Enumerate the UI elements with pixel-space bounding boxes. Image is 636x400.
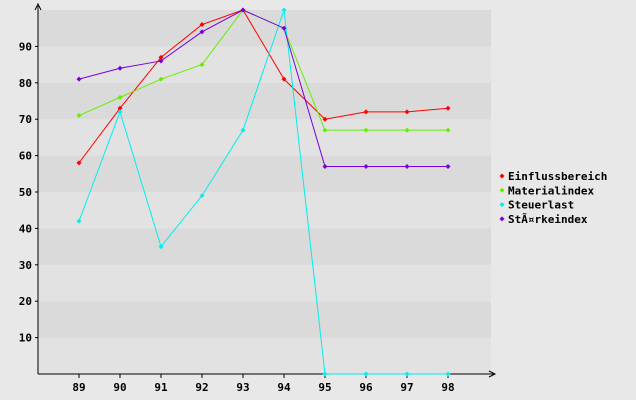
data-point <box>158 54 164 60</box>
x-tick-label: 90 <box>113 381 126 394</box>
series-line <box>78 9 449 164</box>
data-point <box>117 109 123 115</box>
y-axis-arrow <box>34 2 42 11</box>
data-point <box>363 127 369 133</box>
data-point <box>445 127 451 133</box>
data-point <box>322 127 328 133</box>
grid-band <box>38 82 491 120</box>
series-lines <box>76 7 451 377</box>
data-point <box>445 164 451 170</box>
data-point <box>404 164 410 170</box>
series-2 <box>76 7 451 377</box>
data-point <box>199 29 205 35</box>
x-tick-label: 96 <box>359 381 373 394</box>
series-line <box>78 9 448 168</box>
x-tick-label: 92 <box>195 381 208 394</box>
data-point <box>322 371 328 377</box>
grid-band <box>38 119 491 156</box>
legend-label: Materialindex <box>508 184 594 197</box>
legend-marker <box>499 187 505 193</box>
data-point <box>240 7 246 13</box>
legend-label: Einflussbereich <box>508 170 607 183</box>
data-point <box>322 116 328 122</box>
plot-background <box>38 10 491 374</box>
x-tick-label: 89 <box>72 381 85 394</box>
x-tick-label: 95 <box>318 381 331 394</box>
legend-item: Materialindex <box>499 184 594 197</box>
grid-band <box>38 46 491 83</box>
y-tick-label: 60 <box>19 150 32 163</box>
data-point <box>281 7 287 13</box>
series-0 <box>76 7 451 166</box>
legend-marker <box>499 173 505 179</box>
grid-band <box>38 228 491 265</box>
data-point <box>404 127 410 133</box>
data-point <box>199 22 205 28</box>
data-point <box>445 105 451 111</box>
y-tick-label: 10 <box>19 332 32 345</box>
data-point <box>404 371 410 377</box>
data-point <box>445 371 451 377</box>
data-point <box>322 164 328 170</box>
legend-marker <box>499 216 505 222</box>
y-tick-label: 80 <box>19 77 32 90</box>
legend-item: Steuerlast <box>499 199 574 212</box>
grid-band <box>38 337 491 374</box>
legend-label: Steuerlast <box>508 199 574 212</box>
x-tick-label: 94 <box>277 381 291 394</box>
data-point <box>76 218 82 224</box>
data-point <box>199 193 205 199</box>
series-line <box>78 9 448 375</box>
series-3 <box>76 7 451 170</box>
data-point <box>363 164 369 170</box>
grid-band <box>38 301 491 338</box>
data-point <box>240 127 246 133</box>
y-tick-label: 40 <box>19 222 32 235</box>
grid-band <box>38 264 491 302</box>
legend-item: Einflussbereich <box>499 170 607 183</box>
data-point <box>76 76 82 82</box>
x-tick-label: 98 <box>441 381 454 394</box>
legend-item: StÃ¤rkeindex <box>499 213 588 226</box>
y-axis-ticks: 10 20 30 40 50 60 70 80 90 <box>19 40 38 345</box>
data-point <box>158 244 164 250</box>
data-point <box>363 109 369 115</box>
x-tick-label: 93 <box>236 381 249 394</box>
data-point <box>404 109 410 115</box>
y-tick-label: 70 <box>19 113 32 126</box>
x-tick-label: 91 <box>154 381 168 394</box>
x-axis-arrow <box>488 370 497 378</box>
grid-band <box>38 155 491 192</box>
legend-marker <box>499 202 505 208</box>
y-tick-label: 90 <box>19 40 32 53</box>
x-axis-ticks: 89 90 91 92 93 94 95 96 97 98 <box>72 374 455 394</box>
x-tick-label: 97 <box>400 381 413 394</box>
legend-label: StÃ¤rkeindex <box>508 213 588 226</box>
y-tick-label: 50 <box>19 186 32 199</box>
data-point <box>158 58 164 64</box>
data-point <box>76 113 82 119</box>
data-point <box>281 76 287 82</box>
data-point <box>117 65 123 71</box>
data-point <box>117 94 123 100</box>
data-point <box>281 25 287 31</box>
y-tick-label: 30 <box>19 259 32 272</box>
data-point <box>117 105 123 111</box>
data-point <box>363 371 369 377</box>
y-tick-label: 20 <box>19 295 32 308</box>
data-point <box>76 160 82 166</box>
grid-band <box>38 192 491 229</box>
grid-band <box>38 10 491 47</box>
data-point <box>158 76 164 82</box>
data-point <box>199 62 205 68</box>
